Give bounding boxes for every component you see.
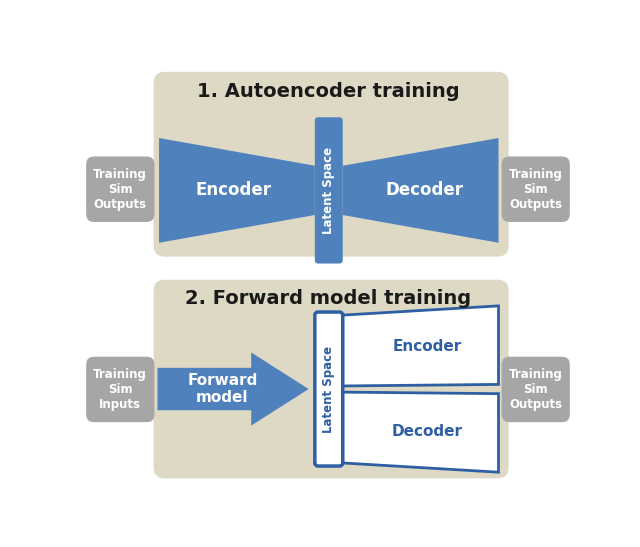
- Text: Training
Sim
Outputs: Training Sim Outputs: [509, 168, 563, 211]
- FancyBboxPatch shape: [86, 156, 154, 222]
- FancyBboxPatch shape: [502, 156, 570, 222]
- FancyBboxPatch shape: [154, 280, 509, 479]
- Text: Decoder: Decoder: [385, 182, 463, 199]
- FancyBboxPatch shape: [154, 72, 509, 257]
- Text: Training
Sim
Inputs: Training Sim Inputs: [93, 368, 147, 411]
- FancyBboxPatch shape: [315, 312, 343, 466]
- Text: Encoder: Encoder: [195, 182, 271, 199]
- FancyBboxPatch shape: [315, 117, 343, 264]
- Text: 2. Forward model training: 2. Forward model training: [185, 289, 471, 307]
- FancyBboxPatch shape: [86, 357, 154, 422]
- Text: Latent Space: Latent Space: [323, 147, 335, 234]
- Text: Encoder: Encoder: [392, 339, 461, 354]
- Text: Forward
model: Forward model: [188, 373, 258, 405]
- Polygon shape: [343, 306, 499, 386]
- FancyBboxPatch shape: [502, 357, 570, 422]
- Polygon shape: [159, 138, 315, 243]
- Polygon shape: [343, 138, 499, 243]
- Text: 1. Autoencoder training: 1. Autoencoder training: [196, 82, 460, 101]
- Polygon shape: [343, 392, 499, 472]
- Text: Training
Sim
Outputs: Training Sim Outputs: [93, 168, 147, 211]
- Polygon shape: [157, 352, 308, 426]
- Text: Training
Sim
Outputs: Training Sim Outputs: [509, 368, 563, 411]
- Text: Decoder: Decoder: [391, 424, 462, 439]
- Text: Latent Space: Latent Space: [323, 346, 335, 433]
